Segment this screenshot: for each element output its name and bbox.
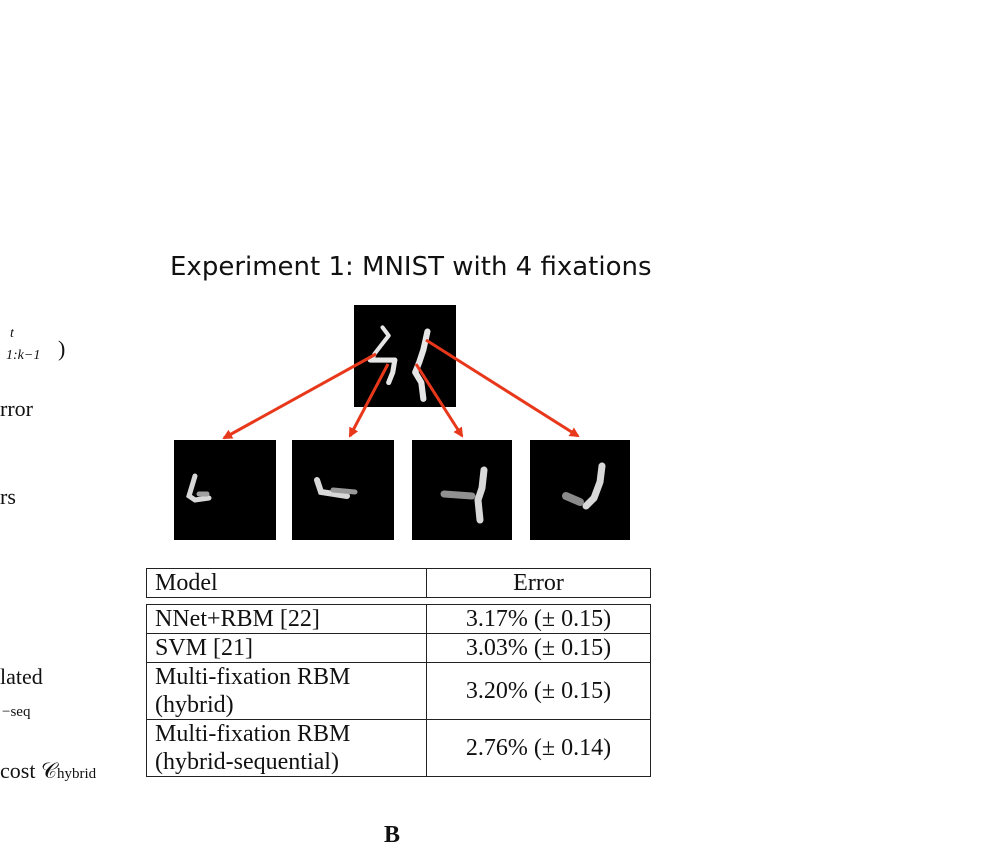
model-cell: Multi-fixation RBM (hybrid-sequential)	[146, 719, 427, 777]
mnist-digit-main-image	[354, 305, 456, 407]
cropped-text-cost-hybrid: cost 𝒞hybrid	[0, 758, 96, 784]
header-model: Model	[146, 568, 427, 598]
error-cell: 3.03% (± 0.15)	[426, 633, 651, 663]
subscript-range: 1:k−1	[6, 348, 41, 363]
model-cell: Multi-fixation RBM (hybrid)	[146, 662, 427, 720]
table-row: Multi-fixation RBM (hybrid) 3.20% (± 0.1…	[146, 662, 651, 720]
superscript-t: t	[10, 326, 14, 341]
fixation-image-4	[530, 440, 630, 540]
table-row: SVM [21] 3.03% (± 0.15)	[146, 633, 651, 663]
table-row: NNet+RBM [22] 3.17% (± 0.15)	[146, 604, 651, 634]
figure-title: Experiment 1: MNIST with 4 fixations	[170, 252, 652, 282]
fixation-image-2	[292, 440, 394, 540]
cropped-text-lated: lated	[0, 664, 43, 689]
table-header-row: Model Error	[146, 568, 651, 598]
model-line-1: Multi-fixation RBM	[155, 721, 351, 747]
error-cell: 3.20% (± 0.15)	[426, 662, 651, 720]
results-table: Model Error NNet+RBM [22] 3.17% (± 0.15)…	[146, 568, 651, 777]
header-error: Error	[426, 568, 651, 598]
fixation-image-3	[412, 440, 512, 540]
cropped-subscript-seq: −seq	[2, 704, 31, 720]
cropped-text-rs: rs	[0, 484, 16, 509]
cost-label: cost 𝒞	[0, 758, 57, 783]
table-row: Multi-fixation RBM (hybrid-sequential) 2…	[146, 719, 651, 777]
close-paren: )	[58, 336, 66, 361]
model-line-1: Multi-fixation RBM	[155, 664, 351, 690]
model-cell: NNet+RBM [22]	[146, 604, 427, 634]
panel-label: B	[384, 822, 401, 848]
model-cell: SVM [21]	[146, 633, 427, 663]
hybrid-subscript: hybrid	[56, 766, 97, 782]
fixation-image-1	[174, 440, 276, 540]
cropped-text-rror: rror	[0, 396, 33, 421]
error-cell: 2.76% (± 0.14)	[426, 719, 651, 777]
table-spacer	[146, 597, 651, 605]
model-line-2: (hybrid)	[155, 692, 234, 718]
error-cell: 3.17% (± 0.15)	[426, 604, 651, 634]
model-line-2: (hybrid-sequential)	[155, 749, 339, 775]
